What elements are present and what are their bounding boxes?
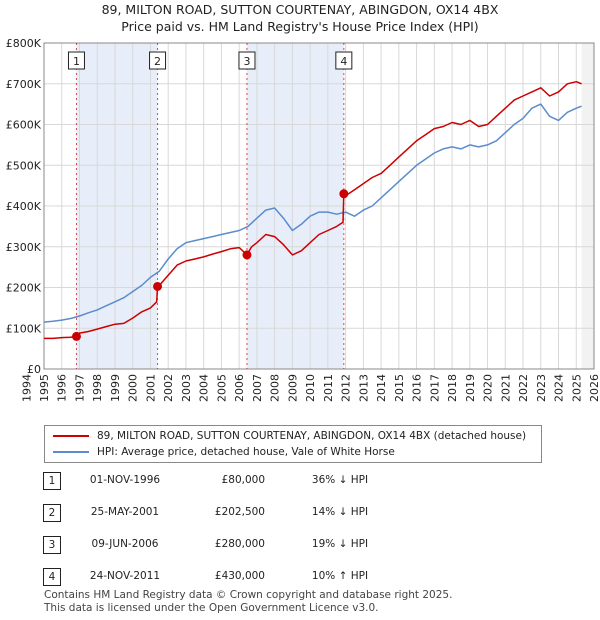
sale-row: 4 24-NOV-2011 £430,000 10% ↑ HPI bbox=[0, 568, 600, 588]
x-tick-label: 1996 bbox=[56, 374, 69, 402]
x-tick-label: 1999 bbox=[109, 374, 122, 402]
legend-swatch-property bbox=[53, 435, 89, 437]
legend-item-hpi: HPI: Average price, detached house, Vale… bbox=[53, 444, 395, 460]
y-tick-label: £400K bbox=[6, 200, 42, 213]
x-tick-label: 2007 bbox=[251, 374, 264, 402]
sale-date: 25-MAY-2001 bbox=[90, 506, 160, 518]
sale-marker-labels: 1 2 3 4 bbox=[67, 51, 353, 70]
legend-label-property: 89, MILTON ROAD, SUTTON COURTENAY, ABING… bbox=[97, 430, 527, 442]
footer-notice: Contains HM Land Registry data © Crown c… bbox=[44, 589, 452, 615]
x-tick-label: 2001 bbox=[144, 374, 157, 402]
x-tick-label: 2015 bbox=[393, 374, 406, 402]
x-tick-label: 2017 bbox=[428, 374, 441, 402]
y-tick-label: £0 bbox=[27, 363, 41, 376]
axes: £0 £100K £200K £300K £400K £500K £600K £700K £80… bbox=[6, 37, 600, 402]
sale-hpi-diff: 10% ↑ HPI bbox=[311, 570, 369, 582]
sale-hpi-diff: 36% ↓ HPI bbox=[311, 474, 369, 486]
x-tick-label: 1994 bbox=[20, 374, 33, 402]
x-tick-label: 1997 bbox=[73, 374, 86, 402]
sale-number-badge: 4 bbox=[43, 568, 61, 586]
legend-swatch-hpi bbox=[53, 451, 89, 453]
plot-frame bbox=[43, 42, 595, 370]
y-tick-label: £100K bbox=[6, 322, 42, 335]
x-tick-label: 2019 bbox=[464, 374, 477, 402]
price-chart: £0 £100K £200K £300K £400K £500K £600K £700K £80… bbox=[6, 37, 600, 402]
sale-label-text: 3 bbox=[243, 55, 250, 68]
sale-label-box bbox=[335, 51, 353, 70]
y-tick-label: £500K bbox=[6, 159, 42, 172]
sale-row: 3 09-JUN-2006 £280,000 19% ↓ HPI bbox=[0, 536, 600, 556]
sale-date: 24-NOV-2011 bbox=[89, 570, 161, 582]
x-tick-label: 2014 bbox=[375, 374, 388, 402]
sale-number-badge: 1 bbox=[43, 472, 61, 490]
chart-title-line-2: Price paid vs. HM Land Registry's House … bbox=[121, 19, 479, 34]
sale-number-badge: 3 bbox=[43, 536, 61, 554]
sale-price: £80,000 bbox=[221, 474, 265, 486]
series-line bbox=[44, 80, 582, 340]
x-tick-label: 2002 bbox=[162, 374, 175, 402]
x-tick-label: 2020 bbox=[482, 374, 495, 402]
x-tick-label: 2008 bbox=[269, 374, 282, 402]
x-tick-label: 2021 bbox=[499, 374, 512, 402]
x-tick-label: 2026 bbox=[588, 374, 600, 402]
sale-date: 01-NOV-1996 bbox=[89, 474, 161, 486]
sale-label-text: 1 bbox=[73, 55, 80, 68]
legend-label-hpi: HPI: Average price, detached house, Vale… bbox=[97, 446, 395, 458]
sale-number-badge: 2 bbox=[43, 504, 61, 522]
sale-point bbox=[339, 189, 349, 199]
chart-legend: 89, MILTON ROAD, SUTTON COURTENAY, ABING… bbox=[44, 425, 542, 463]
sale-marker-lines bbox=[75, 43, 345, 369]
sale-label-box bbox=[238, 51, 256, 70]
y-tick-label: £600K bbox=[6, 119, 42, 132]
x-tick-label: 2005 bbox=[215, 374, 228, 402]
sale-label-box bbox=[149, 51, 167, 70]
x-tick-label: 2023 bbox=[535, 374, 548, 402]
y-tick-label: £300K bbox=[6, 241, 42, 254]
x-tick-label: 1995 bbox=[38, 374, 51, 402]
x-tick-label: 2000 bbox=[127, 374, 140, 402]
sale-row: 1 01-NOV-1996 £80,000 36% ↓ HPI bbox=[0, 472, 600, 492]
sale-points bbox=[71, 189, 349, 341]
sale-point bbox=[153, 281, 163, 291]
sale-label-text: 2 bbox=[154, 55, 161, 68]
sale-label-text: 4 bbox=[340, 55, 347, 68]
x-tick-label: 2011 bbox=[322, 374, 335, 402]
x-tick-label: 2016 bbox=[411, 374, 424, 402]
x-tick-label: 2024 bbox=[553, 374, 566, 402]
x-tick-label: 2025 bbox=[570, 374, 583, 402]
x-tick-label: 2003 bbox=[180, 374, 193, 402]
chart-title-line-1: 89, MILTON ROAD, SUTTON COURTENAY, ABING… bbox=[101, 2, 499, 17]
x-tick-label: 2010 bbox=[304, 374, 317, 402]
sale-row: 2 25-MAY-2001 £202,500 14% ↓ HPI bbox=[0, 504, 600, 524]
sale-date: 09-JUN-2006 bbox=[91, 538, 159, 550]
x-tick-label: 2006 bbox=[233, 374, 246, 402]
series-line bbox=[43, 103, 582, 323]
sale-label-box bbox=[67, 51, 85, 70]
y-tick-label: £700K bbox=[6, 78, 42, 91]
legend-item-property: 89, MILTON ROAD, SUTTON COURTENAY, ABING… bbox=[53, 428, 526, 444]
x-tick-label: 2022 bbox=[517, 374, 530, 402]
y-tick-label: £800K bbox=[6, 37, 42, 50]
x-tick-label: 2009 bbox=[286, 374, 299, 402]
sale-price: £202,500 bbox=[214, 506, 265, 518]
sale-hpi-diff: 14% ↓ HPI bbox=[311, 506, 369, 518]
x-tick-label: 2018 bbox=[446, 374, 459, 402]
sale-point bbox=[242, 250, 252, 260]
x-tick-label: 2013 bbox=[357, 374, 370, 402]
x-tick-label: 2012 bbox=[340, 374, 353, 402]
x-tick-label: 2004 bbox=[198, 374, 211, 402]
sale-price: £280,000 bbox=[214, 538, 265, 550]
sale-price: £430,000 bbox=[214, 570, 265, 582]
sale-point bbox=[71, 331, 81, 341]
footer-line-2: This data is licensed under the Open Gov… bbox=[44, 602, 379, 614]
x-tick-label: 1998 bbox=[91, 374, 104, 402]
y-tick-label: £200K bbox=[6, 282, 42, 295]
sale-hpi-diff: 19% ↓ HPI bbox=[311, 538, 369, 550]
series-lines bbox=[43, 80, 582, 340]
footer-line-1: Contains HM Land Registry data © Crown c… bbox=[44, 589, 453, 601]
